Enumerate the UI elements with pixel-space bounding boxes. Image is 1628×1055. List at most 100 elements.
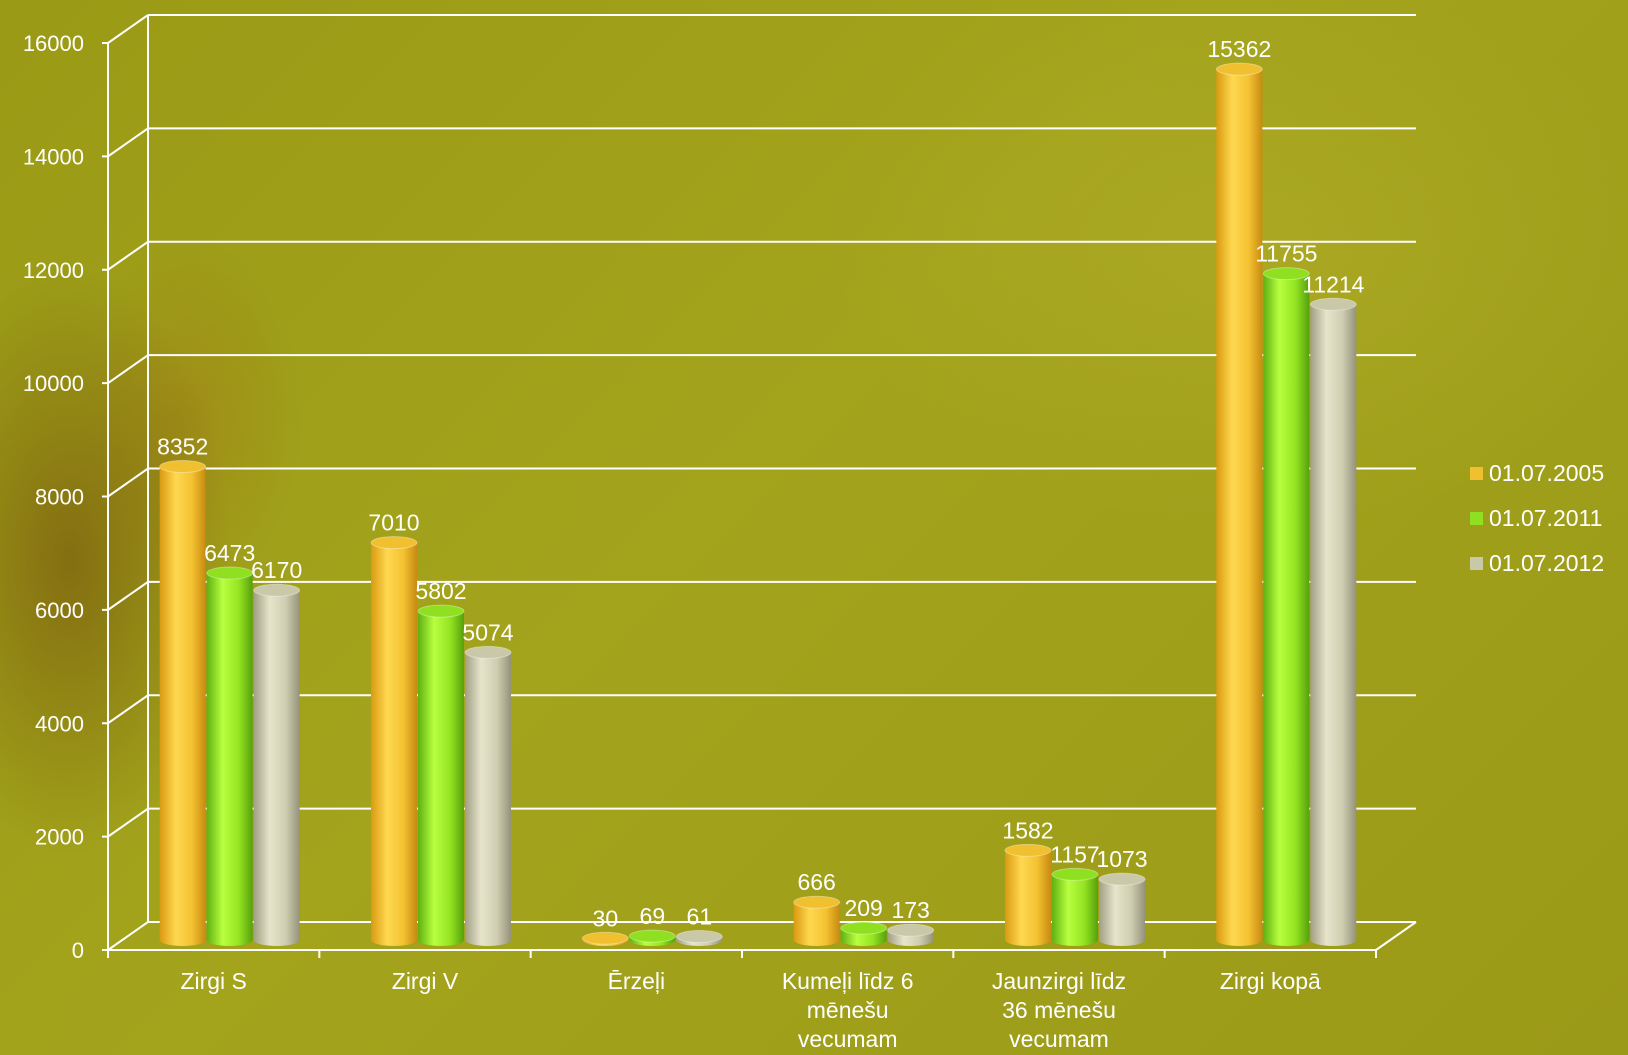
x-tick-label-line: Zirgi V [392,968,459,994]
legend-label: 01.07.2005 [1489,460,1604,486]
bar-top [1262,267,1310,281]
x-tick-label-line: mēnešu [807,997,889,1023]
bar [253,583,301,946]
y-tick-label: 16000 [23,31,84,56]
legend-item: 01.07.2011 [1470,505,1602,531]
bar-body [371,542,417,946]
bar-top [417,604,465,618]
bar-body [793,902,840,946]
gridline-connector [107,240,149,271]
bar [206,566,254,946]
gridline-connector [107,581,149,611]
gridline-connector [107,807,149,838]
data-label: 666 [797,869,835,895]
x-tick-label-line: Zirgi S [180,968,246,994]
bar-top [887,923,935,937]
data-label: 6473 [204,540,255,566]
x-tick-label-line: Jaunzirgi līdz [992,968,1126,994]
y-tick-label: 6000 [35,598,84,623]
data-label: 8352 [157,434,208,460]
data-label: 5802 [415,578,466,604]
x-tick-label: Jaunzirgi līdz 36 mēnešu vecumam [992,968,1126,1052]
bar [581,931,629,946]
bar [675,930,723,946]
data-label: 61 [687,904,713,930]
legend-item: 01.07.2005 [1470,460,1604,486]
bar-top [1098,872,1146,886]
bar-top [159,460,207,474]
legend-item: 01.07.2012 [1470,550,1604,576]
bar-body [1310,304,1357,946]
bar-body [1005,850,1051,946]
data-label: 6170 [251,557,302,583]
bar-top [464,645,512,659]
bar-body [1216,69,1263,946]
legend-swatch [1470,557,1483,570]
bar-top [370,536,418,550]
legend-label: 01.07.2011 [1489,505,1602,531]
x-tick-label-line: Ērzeļi [608,968,666,994]
data-label: 11214 [1302,271,1364,297]
bar-body [253,590,300,946]
bar [464,645,512,946]
bar-top [1004,843,1052,857]
bar-body [418,611,464,946]
bar-top [206,566,254,580]
bar [887,923,935,946]
bar [628,929,676,946]
gridline-connector [107,467,149,498]
y-tick-label: 12000 [23,258,84,283]
gridline-connector [107,694,149,725]
bar-body [159,466,206,946]
x-tick-label-line: vecumam [1009,1026,1109,1052]
data-label: 7010 [368,510,419,536]
x-tick-label: Zirgi kopā [1220,968,1321,994]
bar [840,921,888,946]
bar-top [1215,62,1263,76]
bar [1215,62,1263,946]
y-tick-label: 2000 [35,825,84,850]
bar [417,604,465,946]
data-label: 5074 [462,619,513,645]
bar-top [628,929,676,943]
bar-body [1052,874,1098,946]
bar-body [206,573,253,946]
bar-top [1309,297,1357,311]
bar [1309,297,1357,946]
bar-top [581,931,629,945]
bar [793,895,841,946]
bar [1051,867,1099,946]
y-tick-label: 0 [72,938,84,963]
gridline-connector [107,921,149,951]
bar [370,536,418,946]
legend-swatch [1470,467,1483,480]
x-tick-label-line: vecumam [798,1026,898,1052]
x-tick-label: Zirgi S [180,968,246,994]
bar [1262,267,1310,946]
y-tick-label: 4000 [35,711,84,736]
x-tick-label-line: 36 mēnešu [1002,997,1116,1023]
data-label: 173 [891,897,929,923]
data-label: 1582 [1002,817,1053,843]
bar [1098,872,1146,946]
data-label: 15362 [1207,36,1271,62]
gridline-connector [107,354,149,384]
x-tick-label: Ērzeļi [608,968,666,994]
gridline-connector [107,127,149,158]
x-tick-label-line: Zirgi kopā [1220,968,1321,994]
bar-body [465,652,511,946]
x-tick-label: Kumeļi līdz 6 mēnešu vecumam [782,968,914,1052]
data-label: 1157 [1050,841,1099,867]
x-tick-label: Zirgi V [392,968,459,994]
bar-top [675,930,723,944]
bar [1004,843,1052,946]
data-label: 30 [593,905,619,931]
bar-body [1263,273,1310,946]
bar-top [793,895,841,909]
data-label: 209 [844,895,882,921]
floor-edge [1375,921,1417,951]
legend-label: 01.07.2012 [1489,550,1604,576]
y-tick-label: 8000 [35,485,84,510]
y-tick-label: 14000 [23,144,84,169]
